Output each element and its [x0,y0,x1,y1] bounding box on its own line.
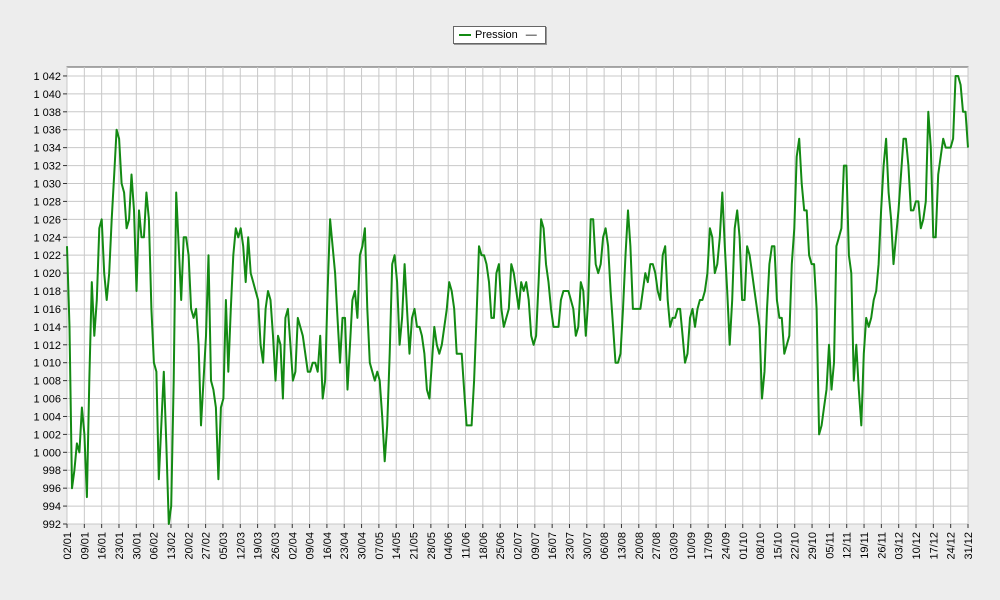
x-axis-ticks: 02/01 09/01 16/01 23/01 30/01 06/02 13/02 20/02… [62,524,975,560]
y-tick-label: 1 012 [33,340,61,352]
y-tick-label: 1 010 [33,358,61,370]
x-tick-label: 16/07 [547,532,559,560]
y-tick-label: 1 022 [33,250,61,262]
y-tick-label: 1 026 [33,214,61,226]
x-tick-label: 18/06 [478,532,490,560]
x-tick-label: 02/07 [513,532,525,560]
x-tick-label: 19/11 [859,532,871,559]
y-tick-label: 998 [43,465,61,477]
x-tick-label: 19/03 [253,532,265,560]
y-tick-label: 992 [43,519,61,531]
x-tick-label: 20/08 [634,532,646,560]
y-tick-label: 996 [43,483,61,495]
y-tick-label: 1 024 [33,232,61,244]
y-tick-label: 1 032 [33,161,61,173]
x-tick-label: 08/10 [755,532,767,560]
x-tick-label: 30/01 [131,532,143,560]
x-tick-label: 27/02 [201,532,213,560]
y-tick-label: 1 030 [33,178,61,190]
x-tick-label: 28/05 [426,532,438,560]
x-tick-label: 09/07 [530,532,542,560]
y-tick-label: 1 002 [33,429,61,441]
y-tick-label: 1 036 [33,125,61,137]
chart-legend: Pression — [453,26,546,44]
x-tick-label: 03/12 [894,532,906,560]
y-tick-label: 1 028 [33,196,61,208]
y-tick-label: 1 038 [33,107,61,119]
x-tick-label: 02/04 [287,532,299,560]
x-tick-label: 23/01 [114,532,126,560]
x-tick-label: 06/02 [149,532,161,560]
x-tick-label: 24/09 [720,532,732,560]
y-tick-label: 1 042 [33,71,61,83]
x-tick-label: 13/02 [166,532,178,560]
x-tick-label: 09/04 [305,532,317,560]
y-tick-label: 1 018 [33,286,61,298]
x-tick-label: 10/09 [686,532,698,560]
y-tick-label: 1 008 [33,376,61,388]
x-tick-label: 02/01 [62,532,74,560]
x-tick-label: 26/11 [876,532,888,559]
series-line-pression [66,75,969,525]
x-tick-label: 30/04 [357,532,369,560]
x-tick-label: 12/03 [235,532,247,560]
x-tick-label: 17/09 [703,532,715,560]
y-tick-label: 1 020 [33,268,61,280]
y-tick-label: 994 [43,501,61,513]
y-tick-label: 1 034 [33,143,61,155]
x-tick-label: 16/04 [322,532,334,560]
x-tick-label: 29/10 [807,532,819,560]
y-tick-label: 1 004 [33,411,61,423]
x-tick-label: 27/08 [651,532,663,560]
x-tick-label: 17/12 [928,532,940,560]
x-tick-label: 01/10 [738,532,750,560]
x-tick-label: 21/05 [409,532,421,560]
y-tick-label: 1 000 [33,447,61,459]
y-tick-label: 1 014 [33,322,61,334]
x-tick-label: 22/10 [790,532,802,560]
y-tick-label: 1 006 [33,394,61,406]
y-tick-label: 1 040 [33,89,61,101]
x-tick-label: 03/09 [668,532,680,560]
legend-dash: — [525,29,537,41]
x-tick-label: 14/05 [391,532,403,560]
legend-swatch-pression [459,34,471,36]
y-axis-ticks: 1 042 1 040 1 038 1 036 1 034 1 032 1 030 1 028… [33,71,67,531]
series-layer [66,75,969,525]
x-tick-label: 31/12 [963,532,975,560]
legend-label-pression: Pression [475,29,518,41]
x-tick-label: 07/05 [374,532,386,560]
x-tick-label: 13/08 [616,532,628,560]
x-tick-label: 30/07 [582,532,594,560]
x-tick-label: 04/06 [443,532,455,560]
x-tick-label: 06/08 [599,532,611,560]
x-tick-label: 10/12 [911,532,923,560]
x-tick-label: 26/03 [270,532,282,560]
x-tick-label: 15/10 [772,532,784,560]
x-tick-label: 09/01 [79,532,91,560]
gridlines [66,67,969,525]
x-tick-label: 12/11 [842,532,854,559]
x-tick-label: 20/02 [183,532,195,560]
x-tick-label: 23/04 [339,532,351,560]
x-tick-label: 25/06 [495,532,507,560]
x-tick-label: 05/11 [824,532,836,559]
x-tick-label: 11/06 [461,532,473,559]
x-tick-label: 05/03 [218,532,230,560]
y-tick-label: 1 016 [33,304,61,316]
x-tick-label: 16/01 [97,532,109,560]
x-tick-label: 23/07 [564,532,576,560]
x-tick-label: 24/12 [946,532,958,560]
